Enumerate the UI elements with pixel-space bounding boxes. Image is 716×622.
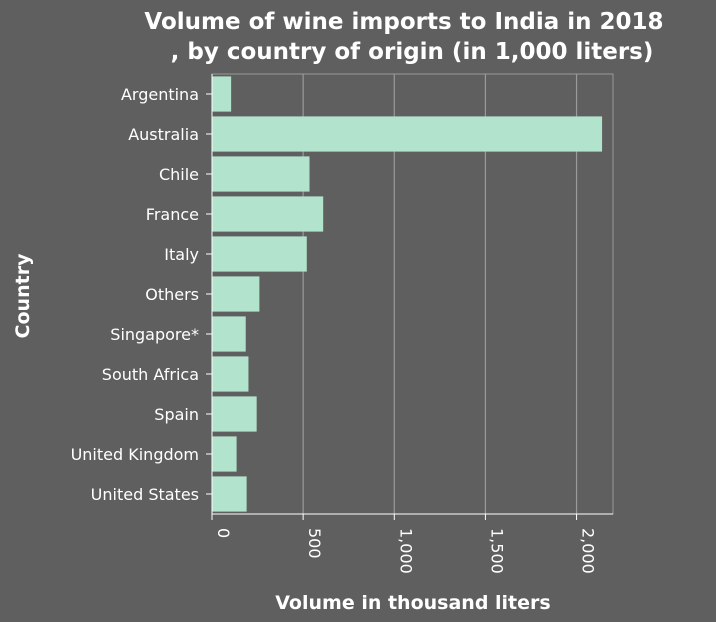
y-tick-label: France xyxy=(146,205,199,224)
x-axis: 0 500 1,000 1,500 2,000 xyxy=(211,513,613,574)
y-tick-label: Spain xyxy=(154,405,199,424)
chart-title-line1: Volume of wine imports to India in 2018 xyxy=(144,9,663,35)
bar xyxy=(212,76,232,112)
x-axis-title: Volume in thousand liters xyxy=(275,592,550,614)
y-tick-label: Chile xyxy=(159,165,199,184)
bar xyxy=(212,396,257,432)
bar xyxy=(212,436,237,472)
y-tick-label: South Africa xyxy=(102,365,199,384)
y-tick-label: Argentina xyxy=(121,85,199,104)
bar xyxy=(212,276,260,312)
bars xyxy=(212,76,603,512)
x-tick-label: 2,000 xyxy=(579,528,598,574)
y-tick-label: Singapore* xyxy=(110,325,199,344)
x-tick-label: 1,500 xyxy=(487,528,506,574)
bar xyxy=(212,196,324,232)
y-axis-title: Country xyxy=(12,253,34,339)
bar xyxy=(212,236,307,272)
bar xyxy=(212,316,246,352)
bar xyxy=(212,476,247,512)
x-tick-label: 0 xyxy=(214,528,233,538)
y-axis: Argentina Australia Chile France Italy Others… xyxy=(71,74,213,514)
y-tick-label: United Kingdom xyxy=(71,445,199,464)
x-tick-label: 1,000 xyxy=(396,528,415,574)
plot-area: Argentina Australia Chile France Italy Others… xyxy=(71,73,614,574)
y-tick-label: Others xyxy=(145,285,199,304)
y-tick-label: Australia xyxy=(128,125,199,144)
bar xyxy=(212,356,249,392)
y-tick-label: Italy xyxy=(164,245,199,264)
bar xyxy=(212,156,310,192)
x-tick-label: 500 xyxy=(305,528,324,559)
chart-title-line2: , by country of origin (in 1,000 liters) xyxy=(171,39,654,65)
bar xyxy=(212,116,603,152)
y-tick-label: United States xyxy=(91,485,199,504)
